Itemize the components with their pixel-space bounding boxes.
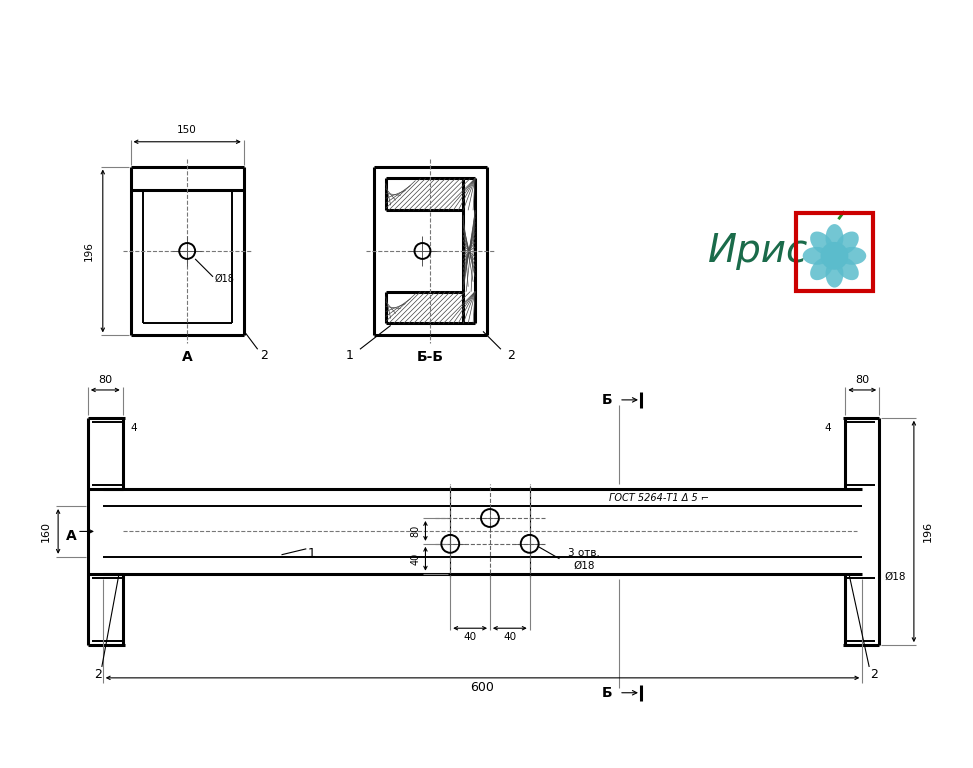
- Text: Ирис: Ирис: [708, 232, 809, 270]
- Text: 196: 196: [922, 521, 933, 542]
- Ellipse shape: [825, 224, 844, 252]
- Text: 2: 2: [94, 668, 102, 681]
- Ellipse shape: [811, 231, 834, 255]
- Text: 2: 2: [260, 349, 268, 362]
- Ellipse shape: [825, 260, 844, 287]
- Text: Б: Б: [602, 686, 612, 700]
- Text: Ø18: Ø18: [215, 273, 234, 283]
- Text: 80: 80: [98, 375, 112, 385]
- Text: Б-Б: Б-Б: [416, 350, 444, 364]
- Text: 80: 80: [411, 525, 420, 537]
- Text: Ø18: Ø18: [573, 561, 595, 571]
- Text: А: А: [182, 350, 193, 364]
- Text: 2: 2: [507, 349, 515, 362]
- Text: 3 отв.: 3 отв.: [568, 548, 600, 558]
- Text: 1: 1: [346, 349, 354, 362]
- Text: 4: 4: [825, 422, 832, 432]
- Text: 196: 196: [84, 241, 94, 261]
- Text: Б: Б: [602, 393, 612, 407]
- Text: 40: 40: [503, 632, 517, 642]
- Text: 150: 150: [177, 125, 198, 135]
- Text: 80: 80: [855, 375, 869, 385]
- Ellipse shape: [839, 247, 866, 265]
- Circle shape: [820, 242, 848, 270]
- Text: 2: 2: [870, 668, 878, 681]
- Ellipse shape: [836, 257, 859, 280]
- Text: Ø18: Ø18: [884, 571, 906, 581]
- Text: 160: 160: [41, 521, 52, 542]
- Ellipse shape: [836, 231, 859, 255]
- Text: А: А: [65, 529, 77, 544]
- Ellipse shape: [811, 257, 834, 280]
- Text: ГОСТ 5264-Т1 Δ 5 ⌐: ГОСТ 5264-Т1 Δ 5 ⌐: [609, 493, 709, 503]
- Text: 600: 600: [471, 681, 494, 694]
- Text: 4: 4: [130, 422, 137, 432]
- Text: 40: 40: [411, 553, 420, 564]
- Text: 1: 1: [307, 548, 315, 561]
- Text: 40: 40: [463, 632, 477, 642]
- Bar: [796, 214, 873, 290]
- Ellipse shape: [803, 247, 831, 265]
